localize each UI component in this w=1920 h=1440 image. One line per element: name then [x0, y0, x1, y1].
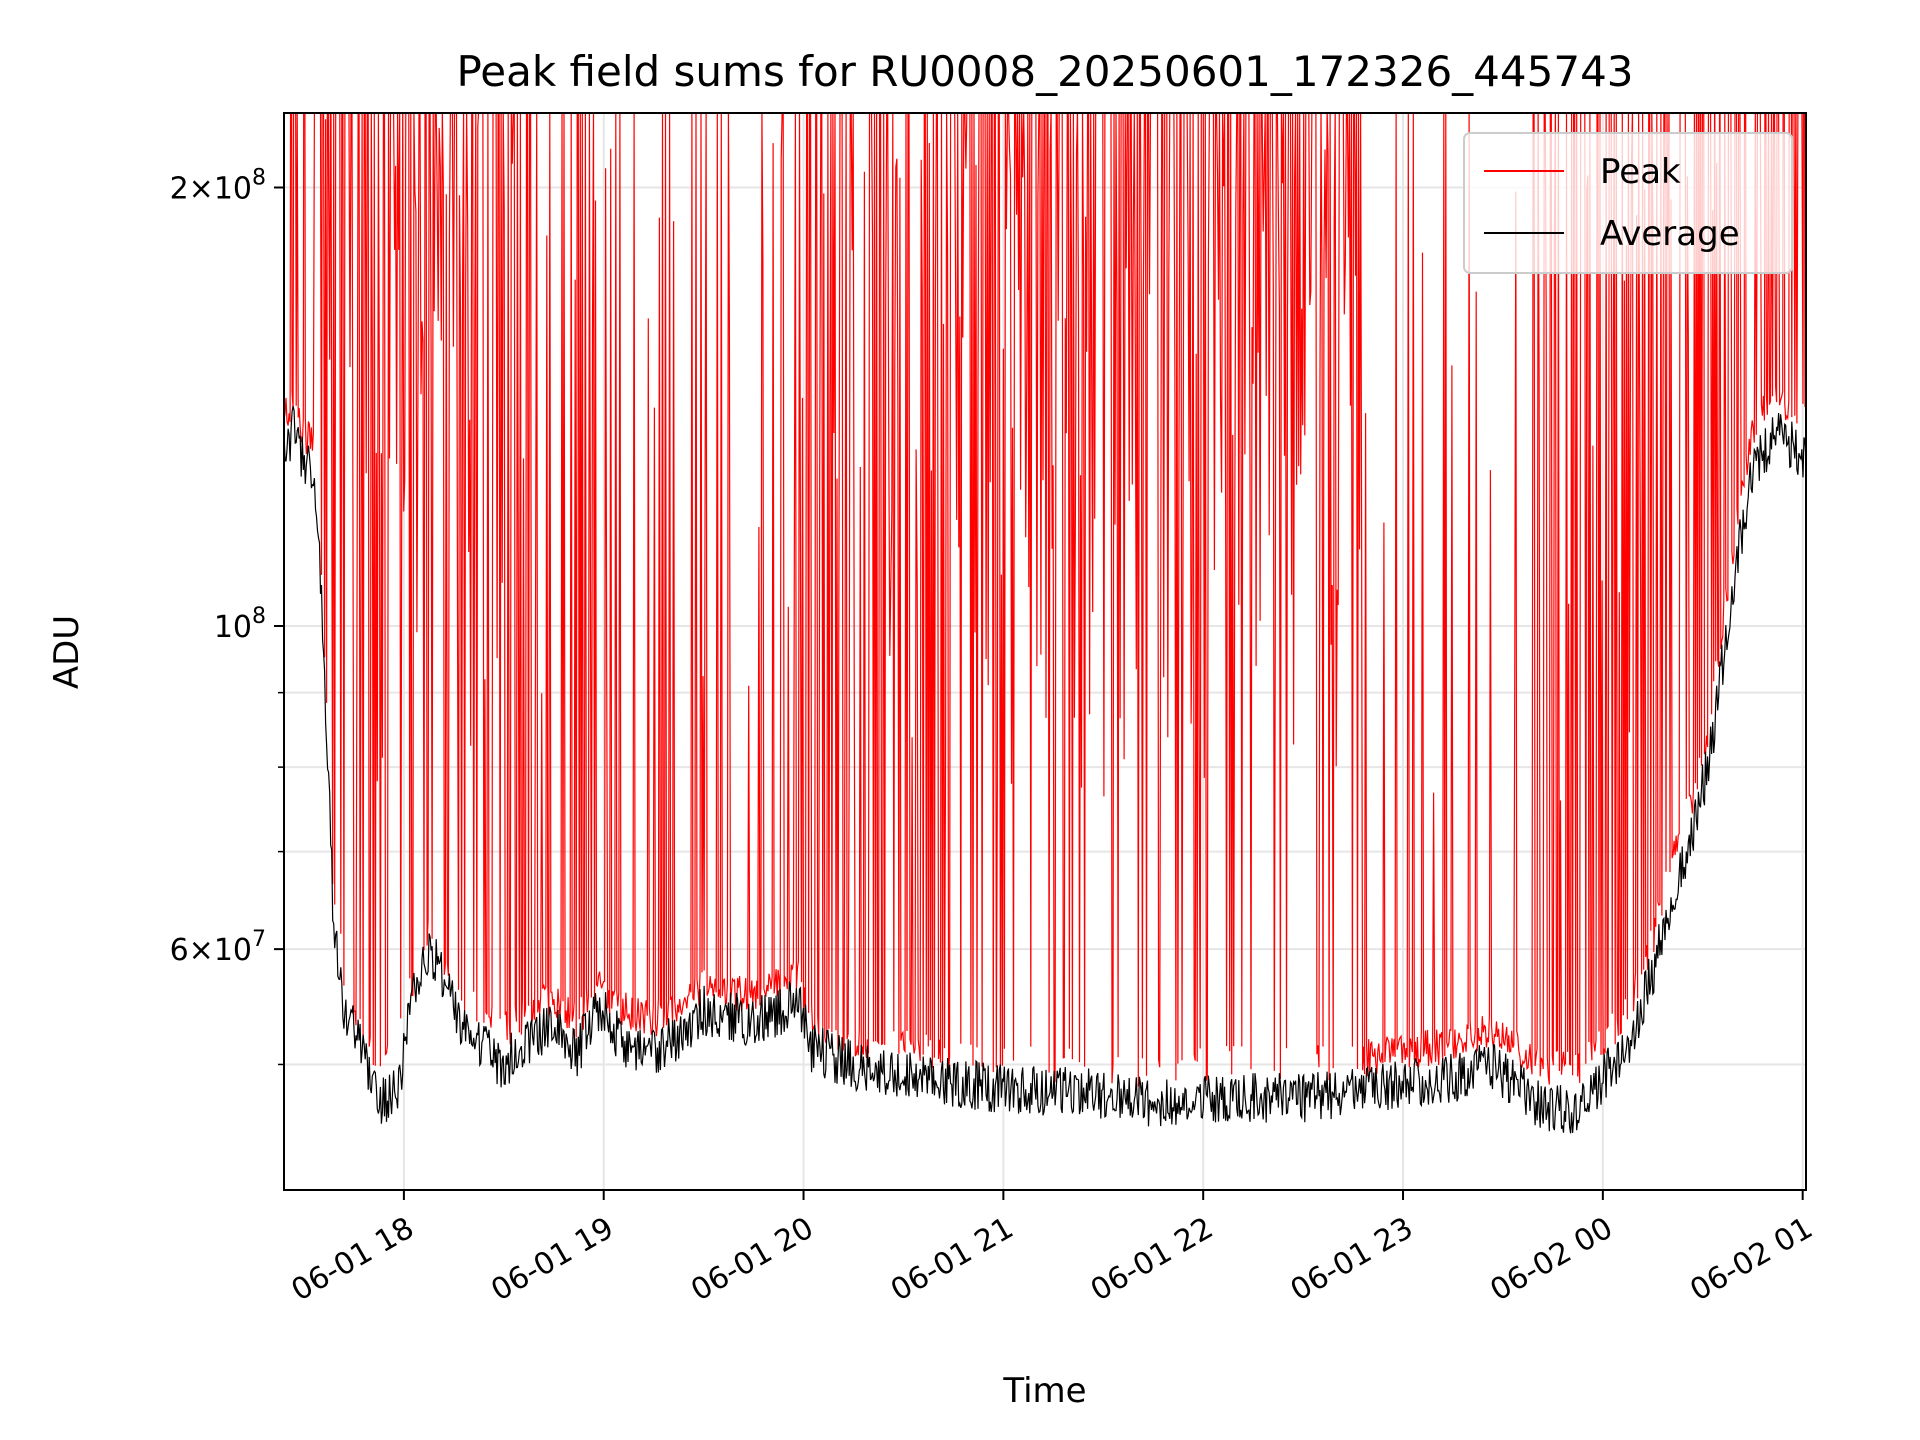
peak-series-line [284, 113, 1806, 1087]
chart-title: Peak field sums for RU0008_20250601_1723… [456, 47, 1633, 96]
plot-frame [283, 112, 1807, 1191]
y-axis-label: ADU [47, 615, 87, 689]
legend: Peak Average [1463, 132, 1793, 274]
y-tick-label: 6×107 [170, 927, 266, 968]
average-series-line [284, 406, 1806, 1134]
legend-average-label: Average [1600, 214, 1740, 254]
legend-peak-label: Peak [1600, 152, 1681, 192]
legend-box [1463, 132, 1793, 274]
x-axis-label: Time [1002, 1371, 1086, 1411]
plot-area [284, 113, 1806, 1134]
y-tick-label: 108 [214, 604, 266, 645]
y-axis: 2×108 108 6×107 [170, 166, 284, 1066]
y-tick-label: 2×108 [170, 166, 266, 207]
